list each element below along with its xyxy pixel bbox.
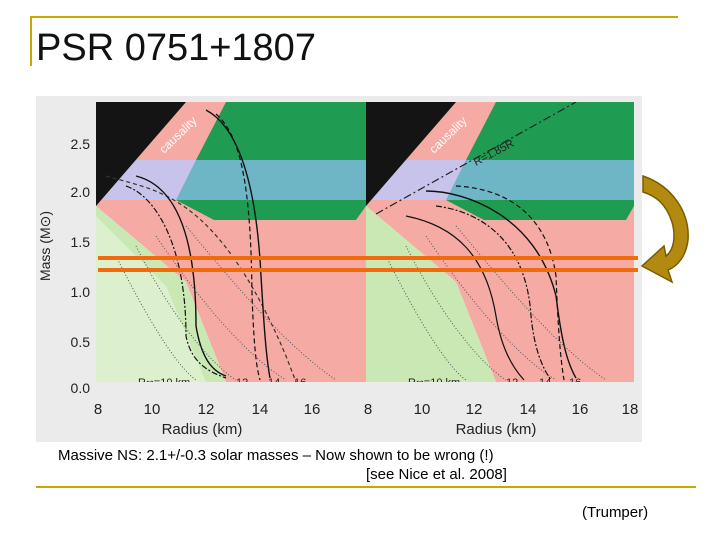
title-rule-top — [30, 16, 678, 18]
y-axis: Mass (M⊙) 2.5 2.0 1.5 1.0 0.5 0.0 — [37, 136, 90, 396]
orange-line-lower — [98, 268, 638, 272]
y-tick: 1.5 — [71, 234, 91, 250]
r-inf-label: R∞=10 km — [138, 377, 190, 389]
title-rule-left — [30, 16, 32, 66]
credit: (Trumper) — [582, 504, 649, 521]
x-tick: 12 — [198, 401, 215, 418]
x-axis-right: 8 10 12 14 16 18 Radius (km) — [364, 401, 639, 438]
caption-line-2: [see Nice et al. 2008] — [366, 466, 507, 483]
x-axis-label: Radius (km) — [456, 421, 537, 438]
x-tick: 14 — [252, 401, 269, 418]
x-tick: 16 — [572, 401, 589, 418]
right-panel: causality R=1.85R R∞=10 km 12 14 16 — [366, 102, 634, 389]
x-axis-left: 8 10 12 14 16 Radius (km) — [94, 401, 321, 438]
x-tick: 16 — [304, 401, 321, 418]
slide-title: PSR 0751+1807 — [36, 27, 316, 69]
y-tick: 0.5 — [71, 334, 91, 350]
y-tick: 2.0 — [71, 184, 91, 200]
y-axis-label: Mass (M⊙) — [37, 211, 53, 281]
x-tick: 10 — [144, 401, 161, 418]
x-tick: 8 — [364, 401, 372, 418]
curve-label-12: 12 — [236, 377, 248, 389]
curved-arrow-icon — [640, 174, 689, 284]
x-tick: 18 — [622, 401, 639, 418]
bottom-rule — [36, 486, 696, 488]
curve-label-14: 14 — [268, 377, 280, 389]
curve-label-16: 16 — [569, 377, 581, 389]
caption-line-1: Massive NS: 2.1+/-0.3 solar masses – Now… — [58, 447, 494, 464]
x-axis-label: Radius (km) — [162, 421, 243, 438]
x-tick: 14 — [520, 401, 537, 418]
curve-label-12: 12 — [506, 377, 518, 389]
r-inf-label: R∞=10 km — [408, 377, 460, 389]
y-tick: 2.5 — [71, 136, 91, 152]
curve-label-16: 16 — [294, 377, 306, 389]
y-tick: 1.0 — [71, 284, 91, 300]
x-tick: 8 — [94, 401, 102, 418]
x-tick: 12 — [466, 401, 483, 418]
y-tick: 0.0 — [71, 380, 91, 396]
caption: Massive NS: 2.1+/-0.3 solar masses – Now… — [58, 446, 618, 484]
x-tick: 10 — [414, 401, 431, 418]
curve-label-14: 14 — [539, 377, 551, 389]
orange-line-upper — [98, 256, 638, 260]
